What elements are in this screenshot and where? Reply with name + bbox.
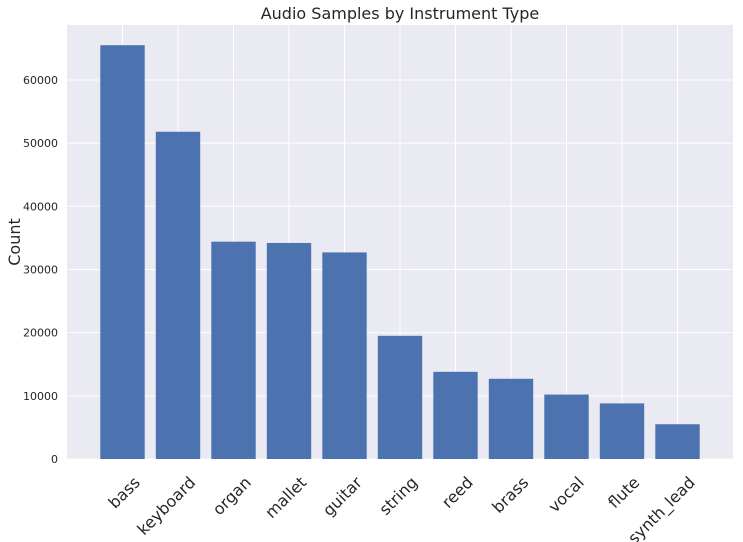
bar-flute — [599, 403, 645, 459]
chart-title: Audio Samples by Instrument Type — [261, 4, 540, 23]
x-tick-label-organ: organ — [209, 473, 255, 519]
y-axis-label: Count — [5, 218, 24, 266]
y-tick-label: 30000 — [23, 263, 58, 276]
y-tick-label: 50000 — [23, 137, 58, 150]
y-tick-labels: 0 10000 20000 30000 40000 50000 60000 — [23, 74, 58, 466]
bars — [100, 45, 700, 460]
y-tick-label: 60000 — [23, 74, 58, 87]
x-tick-label-vocal: vocal — [544, 473, 587, 516]
x-tick-label-mallet: mallet — [261, 473, 310, 522]
bar-vocal — [544, 394, 589, 459]
y-tick-label: 10000 — [23, 390, 58, 403]
x-tick-label-guitar: guitar — [319, 473, 366, 520]
x-tick-label-string: string — [375, 473, 421, 519]
bar-synth_lead — [655, 424, 700, 459]
bar-organ — [211, 241, 256, 459]
bar-mallet — [266, 242, 312, 459]
bar-brass — [488, 378, 534, 459]
bar-reed — [433, 371, 478, 459]
y-tick-label: 40000 — [23, 200, 58, 213]
x-tick-label-brass: brass — [488, 473, 532, 517]
bar-keyboard — [155, 131, 201, 459]
x-tick-label-keyboard: keyboard — [133, 473, 199, 539]
bar-bass — [100, 45, 145, 460]
y-tick-label: 0 — [51, 453, 58, 466]
x-tick-label-bass: bass — [104, 473, 143, 512]
x-tick-label-reed: reed — [438, 473, 477, 512]
y-tick-label: 20000 — [23, 327, 58, 340]
x-tick-label-flute: flute — [604, 473, 643, 512]
bar-string — [377, 335, 423, 459]
bar-guitar — [322, 252, 367, 459]
